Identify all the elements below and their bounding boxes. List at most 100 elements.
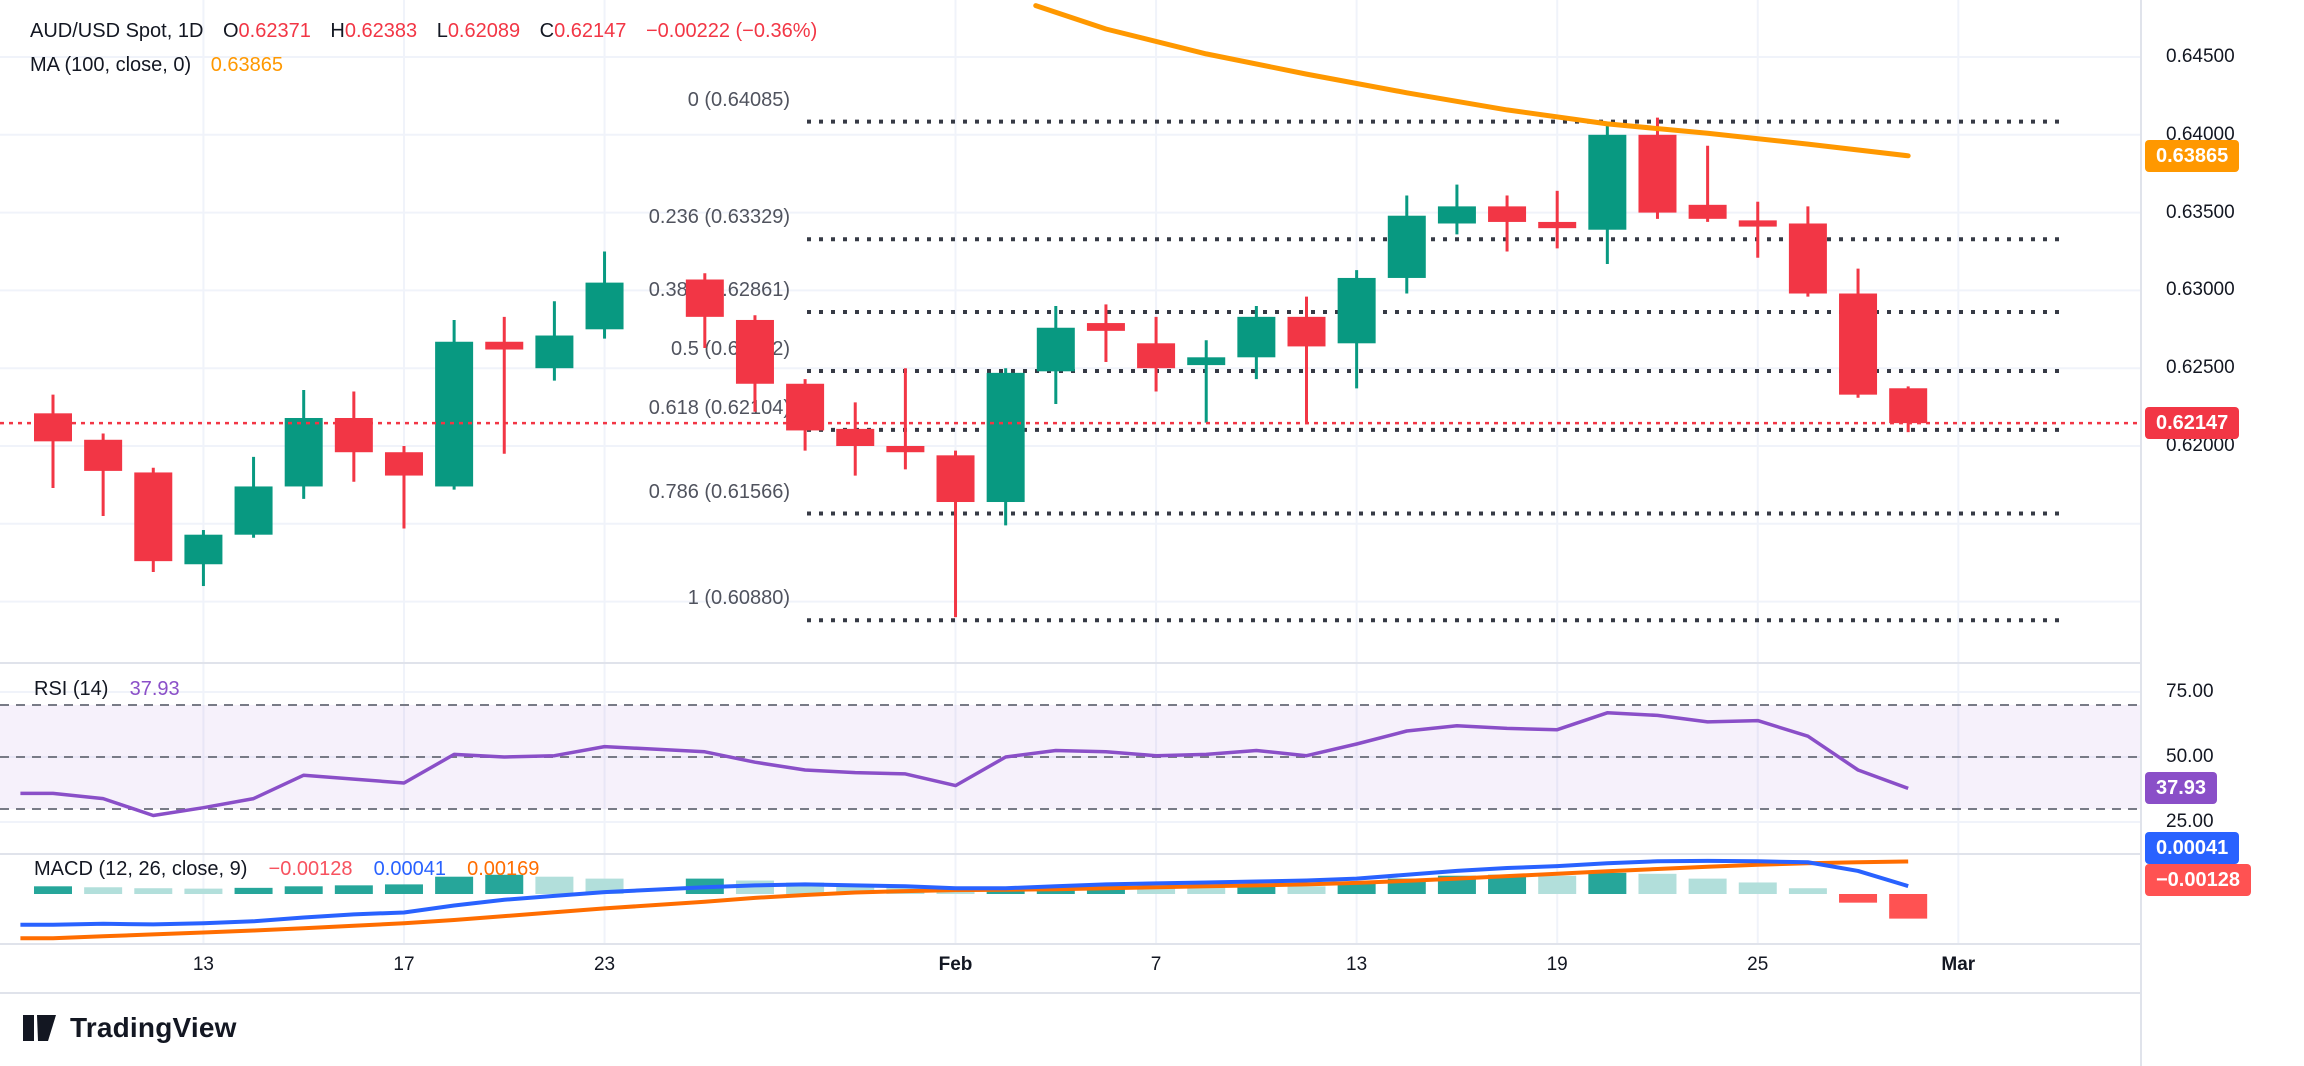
candle-body [234,486,273,535]
time-axis-label: 17 [393,954,415,975]
fib-label: 0 (0.64085) [687,88,790,111]
candle-body [1839,293,1878,395]
candle-body [1036,327,1075,372]
time-axis-label: 13 [192,954,214,975]
macd-histogram-bar [1738,882,1777,894]
axis-badge: 0.62147 [2145,407,2240,440]
macd-histogram-bar [284,886,323,894]
time-axis-label: 25 [1747,954,1769,975]
low-label: L [436,20,448,42]
candle-body [1437,206,1476,224]
candle-body [535,335,574,369]
macd-histogram-bar [334,885,373,894]
macd-label[interactable]: MACD (12, 26, close, 9) [34,858,248,880]
macd-histogram-bar [134,888,173,894]
price-axis-label: 0.64500 [2166,46,2235,67]
macd-histogram-bar [384,884,423,894]
open-label: O [222,20,239,42]
tradingview-logo-icon [23,1015,56,1041]
candle-body [485,341,524,350]
macd-histogram-bar [1688,878,1727,894]
tradingview-logo[interactable]: TradingView [20,1006,237,1050]
close-value: 0.62147 [554,20,627,42]
low-value: 0.62089 [447,20,521,42]
macd-histogram-bar [535,876,574,894]
price-scale[interactable]: 0.64500 0.64000 0.63500 0.63000 0.62500 0.620… [2140,0,2304,1066]
candle-body [1137,343,1176,369]
macd-histogram-bar [84,887,123,894]
symbol-title[interactable]: AUD/USD Spot, 1D [30,20,204,42]
close-label: C [539,20,555,42]
candle-body [585,282,624,330]
tradingview-logo-text: TradingView [70,1012,237,1043]
rsi-legend: RSI (14) 37.93 [34,678,180,701]
candle-body [685,279,724,317]
macd-histogram-bar [1538,875,1577,894]
macd-histogram-bar [34,886,72,894]
macd-legend: MACD (12, 26, close, 9) −0.00128 0.00041… [34,858,539,881]
ma-legend-row: MA (100, close, 0) 0.63865 [30,48,817,82]
rsi-line [20,711,1909,818]
macd-histogram-bar [1287,886,1326,894]
candle-body [384,452,423,476]
candle-body [786,383,825,431]
candle-body [184,534,223,565]
macd-histogram-bar [435,876,474,894]
candle-body [735,319,774,384]
high-value: 0.62383 [344,20,418,42]
candle-body [836,428,875,446]
change-value: −0.00222 (−0.36%) [645,20,818,42]
macd-hist-value: −0.00128 [268,858,353,880]
price-axis-label: 0.62500 [2166,357,2235,379]
ma-100-line [1033,3,1911,159]
candle-body [1337,277,1376,344]
axis-badge: 0.63865 [2145,139,2240,172]
time-axis-label: Feb [938,954,973,975]
pane-separator-price-rsi[interactable] [0,662,2140,664]
macd-histogram-bar [1337,883,1376,894]
ma-value: 0.63865 [210,54,284,76]
macd-histogram-bar [1889,894,1928,919]
macd-histogram-bar [485,874,524,894]
rsi-label[interactable]: RSI (14) [34,678,109,700]
macd-histogram-bar [1187,886,1226,894]
macd-signal-value: 0.00169 [467,858,540,880]
ma-label[interactable]: MA (100, close, 0) [30,54,192,76]
candle-body [284,417,323,487]
pane-separator-rsi-macd[interactable] [0,853,2140,855]
candle-body [1538,221,1577,229]
symbol-legend: AUD/USD Spot, 1D O0.62371 H0.62383 L0.62… [30,14,817,82]
candle-body [435,341,474,487]
time-axis-label: 7 [1150,954,1162,975]
candle-body [1287,316,1326,347]
open-value: 0.62371 [238,20,311,42]
candle-body [936,455,975,503]
time-axis-label: 19 [1546,954,1568,975]
macd-histogram-bar [184,888,223,894]
symbol-ohlc-row: AUD/USD Spot, 1D O0.62371 H0.62383 L0.62… [30,14,817,48]
candle-body [1187,357,1226,366]
macd-histogram-bar [1788,888,1827,894]
candle-body [1387,215,1426,278]
axis-badge: −0.00128 [2145,864,2251,896]
macd-histogram-bar [1588,872,1627,894]
candle-body [1237,316,1276,358]
candle-body [84,439,123,471]
candle-body [1738,220,1777,227]
candle-body [34,413,72,442]
time-axis-label: 13 [1346,954,1368,975]
high-label: H [330,20,345,42]
candle-body [1488,206,1527,222]
fib-label: 1 (0.60880) [687,587,790,610]
rsi-value: 37.93 [129,678,180,700]
macd-histogram-bar [786,882,825,894]
macd-histogram-bar [836,884,875,894]
time-scale[interactable]: 13 17 23 Feb 7 13 19 25 Mar [0,943,2140,994]
time-axis-label: 23 [593,954,616,975]
macd-line [20,858,1909,927]
macd-histogram-bar [1137,885,1176,894]
price-axis-label: 0.64000 [2166,123,2235,145]
candle-body [986,372,1025,503]
